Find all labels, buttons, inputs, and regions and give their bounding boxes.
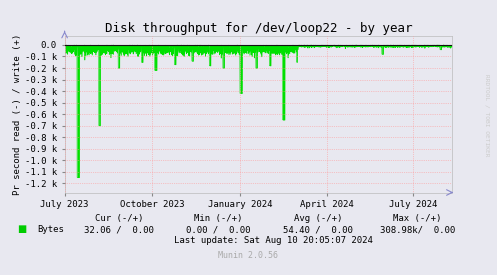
Text: Bytes: Bytes xyxy=(37,226,64,234)
Title: Disk throughput for /dev/loop22 - by year: Disk throughput for /dev/loop22 - by yea… xyxy=(105,21,412,35)
Text: Max (-/+): Max (-/+) xyxy=(393,214,442,223)
Text: 0.00 /  0.00: 0.00 / 0.00 xyxy=(186,226,251,234)
Text: 308.98k/  0.00: 308.98k/ 0.00 xyxy=(380,226,455,234)
Text: Last update: Sat Aug 10 20:05:07 2024: Last update: Sat Aug 10 20:05:07 2024 xyxy=(174,236,373,245)
Text: 32.06 /  0.00: 32.06 / 0.00 xyxy=(84,226,154,234)
Text: 54.40 /  0.00: 54.40 / 0.00 xyxy=(283,226,353,234)
Text: Munin 2.0.56: Munin 2.0.56 xyxy=(219,252,278,260)
Text: Avg (-/+): Avg (-/+) xyxy=(294,214,342,223)
Text: Min (-/+): Min (-/+) xyxy=(194,214,243,223)
Text: Cur (-/+): Cur (-/+) xyxy=(95,214,144,223)
Text: ■: ■ xyxy=(17,224,27,234)
Y-axis label: Pr second read (-) / write (+): Pr second read (-) / write (+) xyxy=(13,34,22,195)
Text: RRDTOOL / TOBI OETIKER: RRDTOOL / TOBI OETIKER xyxy=(485,74,490,157)
